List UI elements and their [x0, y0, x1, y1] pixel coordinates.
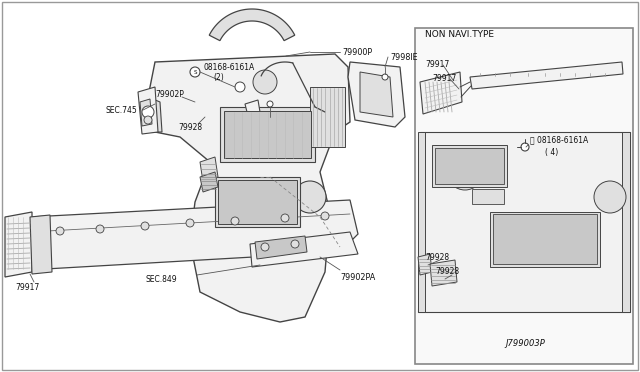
Polygon shape [200, 172, 218, 192]
Polygon shape [28, 200, 358, 270]
Circle shape [56, 227, 64, 235]
Polygon shape [348, 62, 405, 127]
Polygon shape [140, 99, 152, 126]
Polygon shape [420, 72, 462, 114]
Text: 79928: 79928 [425, 253, 449, 262]
Circle shape [321, 212, 329, 220]
Polygon shape [209, 9, 295, 41]
Polygon shape [144, 97, 162, 132]
Text: 79900P: 79900P [342, 48, 372, 57]
Polygon shape [5, 212, 32, 277]
Bar [220, 107, 315, 162]
Bar [490, 212, 600, 267]
Circle shape [223, 115, 267, 159]
Text: 08168-6161A: 08168-6161A [204, 62, 255, 71]
Polygon shape [245, 100, 260, 116]
Polygon shape [255, 236, 307, 259]
Bar [435, 148, 504, 184]
Bar [310, 87, 345, 147]
Circle shape [253, 70, 277, 94]
Text: 79928: 79928 [435, 267, 459, 276]
Circle shape [291, 240, 299, 248]
Circle shape [261, 243, 269, 251]
Circle shape [144, 116, 152, 124]
Text: 79902PA: 79902PA [340, 273, 375, 282]
Polygon shape [30, 215, 52, 274]
Polygon shape [470, 62, 623, 89]
Bar [415, 28, 633, 364]
Polygon shape [418, 254, 432, 275]
Text: 79917: 79917 [432, 74, 456, 83]
Circle shape [190, 67, 200, 77]
Text: 79917: 79917 [15, 282, 39, 292]
Text: SEC.745: SEC.745 [105, 106, 137, 115]
Circle shape [231, 217, 239, 225]
Circle shape [235, 82, 245, 92]
Text: 79902P: 79902P [155, 90, 184, 99]
Text: ( 4): ( 4) [545, 148, 558, 157]
Polygon shape [148, 54, 350, 322]
Bar [432, 145, 507, 187]
Text: Ⓢ 08168-6161A: Ⓢ 08168-6161A [530, 135, 588, 144]
Circle shape [382, 74, 388, 80]
Circle shape [594, 181, 626, 213]
Polygon shape [200, 157, 218, 182]
Text: J799003P: J799003P [505, 340, 545, 349]
Bar [472, 189, 504, 204]
Text: SEC.849: SEC.849 [145, 276, 177, 285]
Polygon shape [418, 132, 425, 312]
Bar [218, 180, 297, 224]
Polygon shape [430, 260, 457, 286]
Circle shape [142, 106, 154, 118]
Circle shape [186, 219, 194, 227]
Circle shape [294, 181, 326, 213]
Text: (2): (2) [213, 73, 224, 81]
Bar [493, 214, 597, 264]
Polygon shape [418, 132, 630, 312]
Circle shape [447, 154, 483, 190]
Circle shape [281, 214, 289, 222]
Bar [215, 177, 300, 227]
Polygon shape [138, 87, 158, 134]
Circle shape [267, 101, 273, 107]
Text: 79928: 79928 [178, 122, 202, 131]
Text: S: S [193, 70, 196, 74]
Circle shape [521, 143, 529, 151]
Text: 7998IE: 7998IE [390, 52, 418, 61]
Text: 79917: 79917 [425, 60, 449, 68]
Bar [224, 111, 311, 158]
Circle shape [141, 222, 149, 230]
Circle shape [96, 225, 104, 233]
Polygon shape [622, 132, 630, 312]
Text: NON NAVI.TYPE: NON NAVI.TYPE [425, 29, 494, 38]
Polygon shape [250, 232, 358, 267]
Polygon shape [360, 72, 393, 117]
